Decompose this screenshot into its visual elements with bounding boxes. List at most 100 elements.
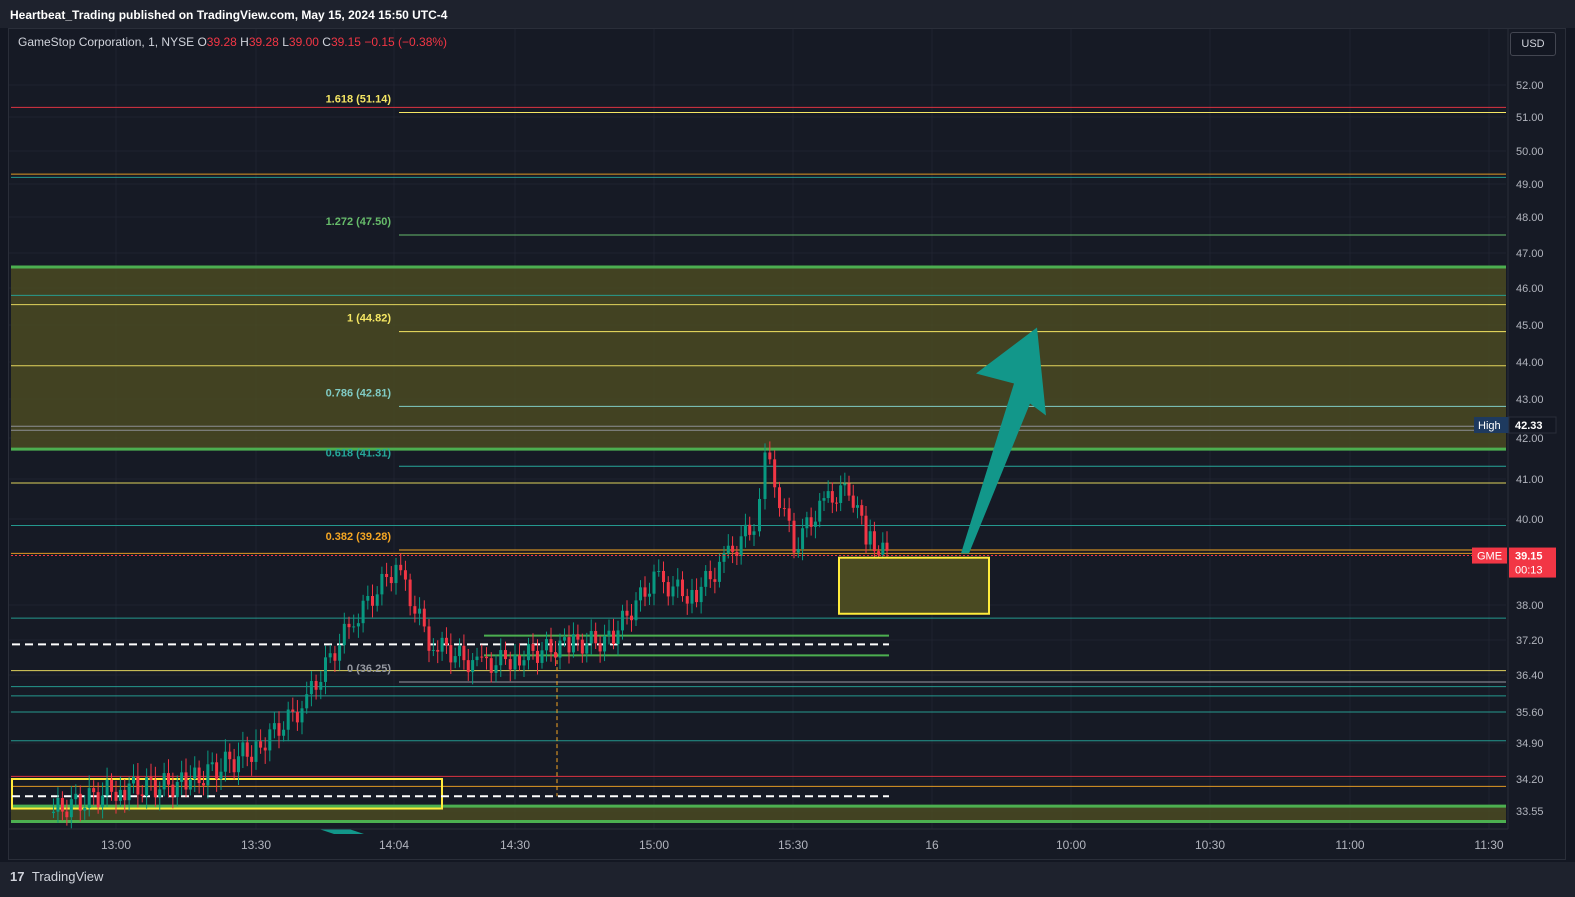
candle-body [462,645,466,661]
symbol-name: GameStop Corporation, 1, NYSE [18,35,195,49]
open-label: O [197,35,207,49]
candle-body [149,777,153,780]
candle-body [860,505,864,516]
candle-body [813,521,817,527]
time-tick-label: 10:00 [1056,838,1086,852]
candle-body [571,634,575,653]
candle-body [690,589,694,604]
high-value-bg [1508,416,1557,434]
candle-body [127,783,131,801]
candle-body [856,505,859,508]
footer-brand: TradingView [31,869,104,884]
candle-body [662,570,665,583]
fib-level-label: 0.382 (39.28) [326,531,392,543]
candle-body [228,751,232,760]
candle-body [324,657,327,682]
time-tick-label: 13:00 [101,838,131,852]
candle-body [630,615,633,621]
candle-body [338,645,342,661]
candle-body [56,797,60,812]
candle-body [639,587,642,601]
price-chart[interactable]: 1.618 (51.14) 1.272 (47.50) 1 (44.82) 0.786… [9,29,1567,861]
candle-body [872,531,876,552]
candle-body [603,636,607,652]
last-price-bg [1509,547,1556,578]
fib-level-label: 1.618 (51.14) [326,94,392,106]
candle-body [403,570,407,580]
candle-body [782,508,786,510]
candle-body [167,773,170,785]
low-value: 39.00 [288,35,319,49]
candle-body [223,751,227,772]
candle-body [489,658,493,673]
time-tick-label: 11:30 [1474,838,1503,852]
candle-body [241,742,245,757]
candle-body [540,650,544,663]
candle-body [735,551,739,556]
candle-body [380,573,384,595]
candle-body [768,452,772,460]
candle-body [504,650,507,660]
price-tick-label: 33.55 [1516,806,1544,818]
candle-body [305,694,309,709]
candle-body [215,762,219,780]
fib-level-label: 0 (36.25) [347,663,391,675]
candle-body [101,795,105,808]
candle-body [309,680,313,695]
candle-body [300,708,304,723]
candle-body [123,789,127,801]
candle-body [607,630,611,637]
price-tick-label: 38.00 [1516,600,1544,612]
candle-body [69,799,73,818]
candle-body [268,729,272,751]
currency-button[interactable]: USD [1510,32,1556,56]
candle-body [475,656,479,661]
candle-body [868,531,872,545]
candle-body [536,650,539,663]
time-tick-label: 15:00 [639,838,669,852]
candle-body [175,781,179,798]
candle-body [145,777,149,796]
candle-body [558,640,562,658]
price-tick-label: 52.00 [1516,80,1544,92]
candle-body [427,626,431,651]
candle-body [245,742,249,757]
candle-body [282,729,286,736]
candle-body [197,767,201,784]
candle-body [877,551,881,555]
price-tick-label: 50.00 [1516,146,1544,158]
candle-body [847,483,851,496]
candle-body [748,524,752,535]
candle-body [259,741,263,748]
candle-body [272,723,276,730]
candle-body [118,789,122,801]
candle-body [132,776,135,784]
candle-body [136,776,140,795]
candle-body [778,487,781,509]
candle-body [162,773,166,790]
time-tick-label: 10:30 [1195,838,1225,852]
price-tick-label: 40.00 [1516,514,1544,526]
candle-body [792,520,796,553]
price-tick-label: 36.40 [1516,670,1544,682]
candle-body [232,759,236,773]
candle-body [625,610,629,616]
candle-body [752,531,756,535]
price-tick-label: 46.00 [1516,283,1544,295]
candle-body [612,630,615,645]
candle-body [361,600,365,624]
chart-pane[interactable]: 1.618 (51.14) 1.272 (47.50) 1 (44.82) 0.786… [8,28,1566,860]
candle-body [319,681,323,690]
candle-body [494,665,498,673]
last-price-value: 39.15 [1515,551,1543,563]
candle-body [202,783,205,786]
candle-body [739,536,743,556]
candle-body [809,517,813,527]
high-value: 42.33 [1515,420,1543,432]
candle-body [822,498,826,501]
candle-body [864,515,868,545]
candle-body [431,649,435,651]
candle-body [713,579,717,582]
candle-body [758,498,761,532]
candle-body [114,791,118,801]
